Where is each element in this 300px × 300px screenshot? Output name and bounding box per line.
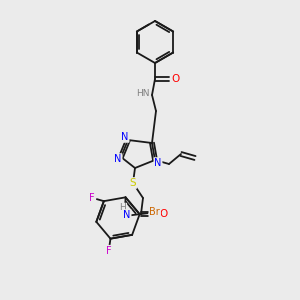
Text: N: N — [154, 158, 162, 168]
Text: N: N — [123, 210, 131, 220]
Text: HN: HN — [136, 89, 150, 98]
Text: F: F — [106, 246, 111, 256]
Text: O: O — [172, 74, 180, 84]
Text: F: F — [89, 193, 95, 203]
Text: O: O — [159, 209, 167, 219]
Text: Br: Br — [149, 207, 160, 217]
Text: H: H — [120, 203, 126, 212]
Text: N: N — [114, 154, 122, 164]
Text: S: S — [130, 178, 136, 188]
Text: N: N — [121, 132, 129, 142]
